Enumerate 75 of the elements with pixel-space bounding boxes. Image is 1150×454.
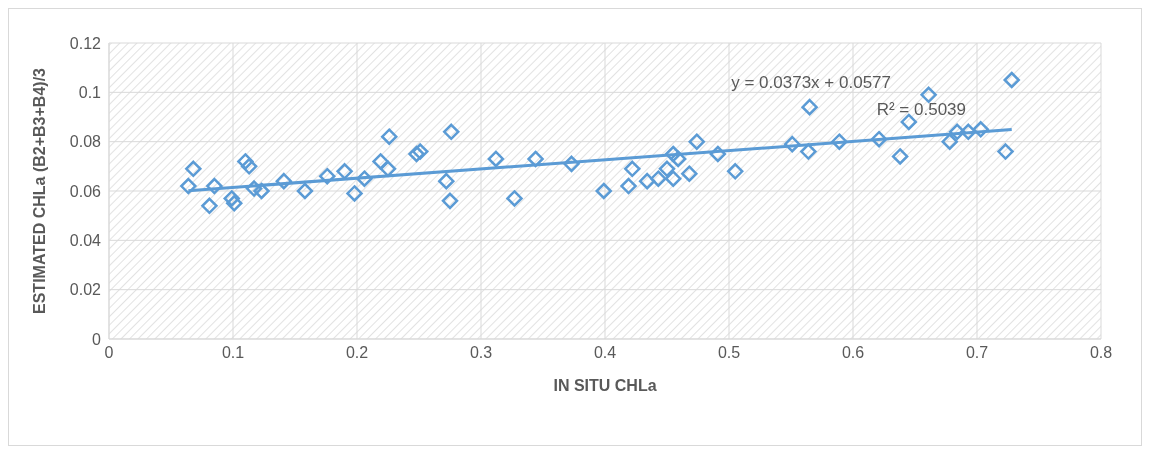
x-tick-label: 0.6: [841, 344, 865, 362]
point: [206, 177, 223, 195]
x-tick-label: 0.1: [221, 344, 245, 362]
point: [1003, 71, 1020, 89]
point: [506, 190, 523, 207]
point: [201, 197, 218, 215]
point: [438, 172, 455, 190]
point: [726, 163, 744, 180]
point: [972, 121, 989, 138]
point: [801, 98, 818, 116]
point: [870, 130, 888, 148]
point: [185, 160, 202, 178]
point: [920, 86, 937, 104]
point: [336, 163, 353, 180]
point: [709, 145, 727, 163]
y-tick-label: 0.12: [69, 34, 102, 52]
point: [831, 133, 848, 150]
x-axis-title: IN SITU CHLa: [553, 377, 657, 394]
point: [223, 190, 241, 207]
point: [960, 123, 977, 141]
point: [783, 135, 801, 153]
x-tick-label: 0: [104, 344, 114, 362]
point: [527, 150, 544, 168]
point: [941, 133, 958, 150]
point: [346, 185, 363, 202]
y-axis-title: ESTIMATED CHLa (B2+B3+B4)/3: [30, 67, 48, 314]
x-tick-label: 0.5: [717, 344, 741, 362]
y-tick-label: 0: [92, 330, 102, 348]
point: [681, 165, 698, 182]
y-tick-label: 0.02: [69, 281, 102, 299]
point: [620, 177, 637, 195]
point: [442, 123, 460, 141]
x-tick-label: 0.4: [593, 344, 617, 362]
point: [275, 172, 293, 190]
point: [487, 150, 505, 168]
point: [318, 167, 336, 185]
point: [441, 192, 459, 210]
point: [372, 153, 389, 170]
point: [948, 123, 966, 141]
point: [253, 182, 270, 200]
y-tick-label: 0.06: [69, 182, 102, 200]
point: [638, 172, 656, 190]
point: [237, 153, 254, 170]
point: [408, 145, 425, 163]
y-tick-label: 0.04: [69, 232, 102, 250]
point: [380, 128, 398, 145]
point: [296, 182, 314, 200]
point: [650, 170, 667, 187]
point: [240, 158, 258, 175]
point: [563, 155, 580, 173]
point: [800, 143, 817, 160]
point: [411, 143, 429, 160]
point: [900, 113, 918, 131]
x-tick-label: 0.7: [965, 344, 989, 362]
point: [997, 143, 1014, 160]
point: [245, 180, 263, 197]
point: [688, 133, 706, 150]
point: [225, 195, 243, 212]
point: [595, 182, 613, 200]
x-tick-label: 0.2: [345, 344, 369, 362]
point: [658, 160, 676, 178]
point: [356, 170, 373, 187]
x-tick-label: 0.8: [1089, 344, 1113, 362]
x-tick-label: 0.3: [469, 344, 493, 362]
point: [624, 160, 641, 178]
annotation: R² = 0.5039: [876, 100, 966, 120]
y-tick-label: 0.08: [69, 133, 102, 151]
point: [669, 150, 687, 168]
point: [379, 160, 397, 178]
point: [664, 145, 682, 163]
annotation: y = 0.0373x + 0.0577: [731, 73, 891, 93]
point: [891, 148, 909, 165]
point: [664, 170, 682, 187]
y-tick-label: 0.1: [78, 84, 102, 102]
point: [180, 177, 197, 195]
